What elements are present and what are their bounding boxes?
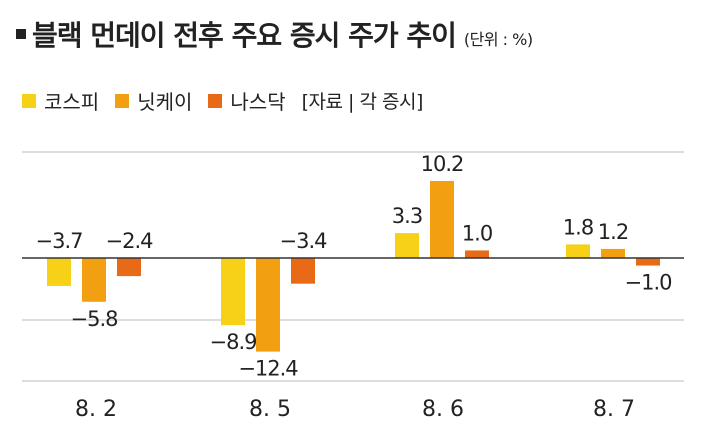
legend-swatch-kospi <box>22 93 36 108</box>
legend-item-nikkei: 닛케이 <box>115 86 192 115</box>
legend-item-nasdaq: 나스닥 <box>208 86 286 115</box>
category-label-1: 8. 5 <box>249 397 291 422</box>
data-label-nasdaq-3: −1.0 <box>625 271 672 295</box>
legend-label-nikkei: 닛케이 <box>137 90 193 114</box>
bar-nikkei-3 <box>601 248 625 258</box>
source-note: [자료 | 각 증시] <box>301 91 424 113</box>
category-label-0: 8. 2 <box>75 397 117 422</box>
legend-label-nasdaq: 나스닥 <box>230 90 286 114</box>
legend-item-kospi: 코스피 <box>22 86 99 115</box>
data-label-kospi-2: 3.3 <box>392 204 422 228</box>
data-label-nikkei-0: −5.8 <box>71 307 118 331</box>
title-square-icon <box>16 29 26 39</box>
data-label-nikkei-3: 1.2 <box>598 220 628 244</box>
data-label-nasdaq-2: 1.0 <box>462 221 492 245</box>
category-label-3: 8. 7 <box>593 397 635 422</box>
bar-nasdaq-2 <box>465 250 489 258</box>
data-label-kospi-3: 1.8 <box>563 215 593 239</box>
category-label-2: 8. 6 <box>422 397 464 422</box>
bar-nikkei-0 <box>82 258 106 302</box>
bar-kospi-0 <box>47 258 71 286</box>
data-label-nikkei-2: 10.2 <box>421 152 464 176</box>
unit-label: (단위 : %) <box>463 30 533 49</box>
legend-swatch-nasdaq <box>208 93 223 108</box>
bar-nikkei-1 <box>256 258 280 352</box>
chart-title: 블랙 먼데이 전후 주요 증시 주가 추이 <box>32 19 457 52</box>
data-label-nasdaq-1: −3.4 <box>280 229 328 253</box>
bar-nasdaq-0 <box>117 258 141 277</box>
bar-kospi-2 <box>395 233 419 258</box>
data-label-kospi-0: −3.7 <box>36 229 83 253</box>
bar-kospi-3 <box>566 244 590 258</box>
bar-nasdaq-1 <box>291 258 315 284</box>
bar-nasdaq-3 <box>636 258 660 266</box>
data-label-kospi-1: −8.9 <box>210 330 257 354</box>
bar-kospi-1 <box>221 258 245 326</box>
data-label-nasdaq-0: −2.4 <box>106 229 154 253</box>
data-label-nikkei-1: −12.4 <box>238 357 298 381</box>
legend: 코스피 닛케이 나스닥 [자료 | 각 증시] <box>22 86 423 115</box>
title-row: 블랙 먼데이 전후 주요 증시 주가 추이 (단위 : %) <box>16 14 533 54</box>
legend-label-kospi: 코스피 <box>44 90 100 114</box>
bar-nikkei-2 <box>430 180 454 258</box>
legend-swatch-nikkei <box>115 93 130 108</box>
